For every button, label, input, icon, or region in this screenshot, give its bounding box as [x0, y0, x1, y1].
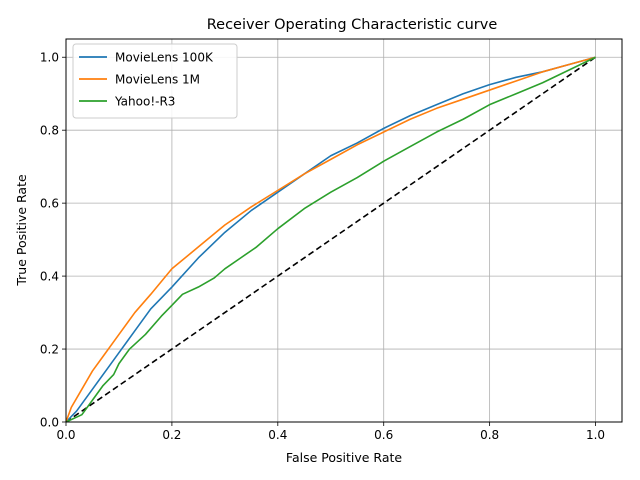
y-tick-label: 0.8: [40, 124, 59, 138]
x-tick-label: 1.0: [586, 428, 605, 442]
x-tick-label: 0.0: [56, 428, 75, 442]
legend-box: [72, 43, 238, 119]
y-tick-label: 0.2: [40, 343, 59, 357]
x-tick-label: 0.4: [268, 428, 287, 442]
y-axis-label: True Positive Rate: [14, 174, 29, 287]
y-axis-ticks: 0.0 0.2 0.4 0.6 0.8 1.0: [40, 51, 66, 430]
chart-title: Receiver Operating Characteristic curve: [207, 17, 498, 33]
legend-label-movielens-1m: MovieLens 1M: [115, 73, 200, 87]
y-tick-label: 1.0: [40, 51, 59, 65]
legend-label-yahoo-r3: Yahoo!-R3: [114, 95, 175, 109]
series-line-movielens-1m: [65, 56, 596, 423]
y-tick-label: 0.0: [40, 416, 59, 430]
x-tick-label: 0.2: [162, 428, 181, 442]
reference-line-layer: [65, 56, 596, 423]
x-axis-ticks: 0.0 0.2 0.4 0.6 0.8 1.0: [56, 422, 605, 442]
x-tick-label: 0.8: [480, 428, 499, 442]
y-tick-label: 0.6: [40, 197, 59, 211]
x-tick-label: 0.6: [374, 428, 393, 442]
legend-label-movielens-100k: MovieLens 100K: [115, 51, 214, 65]
series-layer: [65, 56, 596, 423]
x-axis-label: False Positive Rate: [286, 450, 402, 465]
chance-reference-line: [65, 56, 596, 423]
legend: MovieLens 100K MovieLens 1M Yahoo!-R3: [72, 43, 238, 119]
y-tick-label: 0.4: [40, 270, 59, 284]
plot-area-frame: [65, 38, 623, 423]
series-line-yahoo-r3: [65, 56, 596, 423]
